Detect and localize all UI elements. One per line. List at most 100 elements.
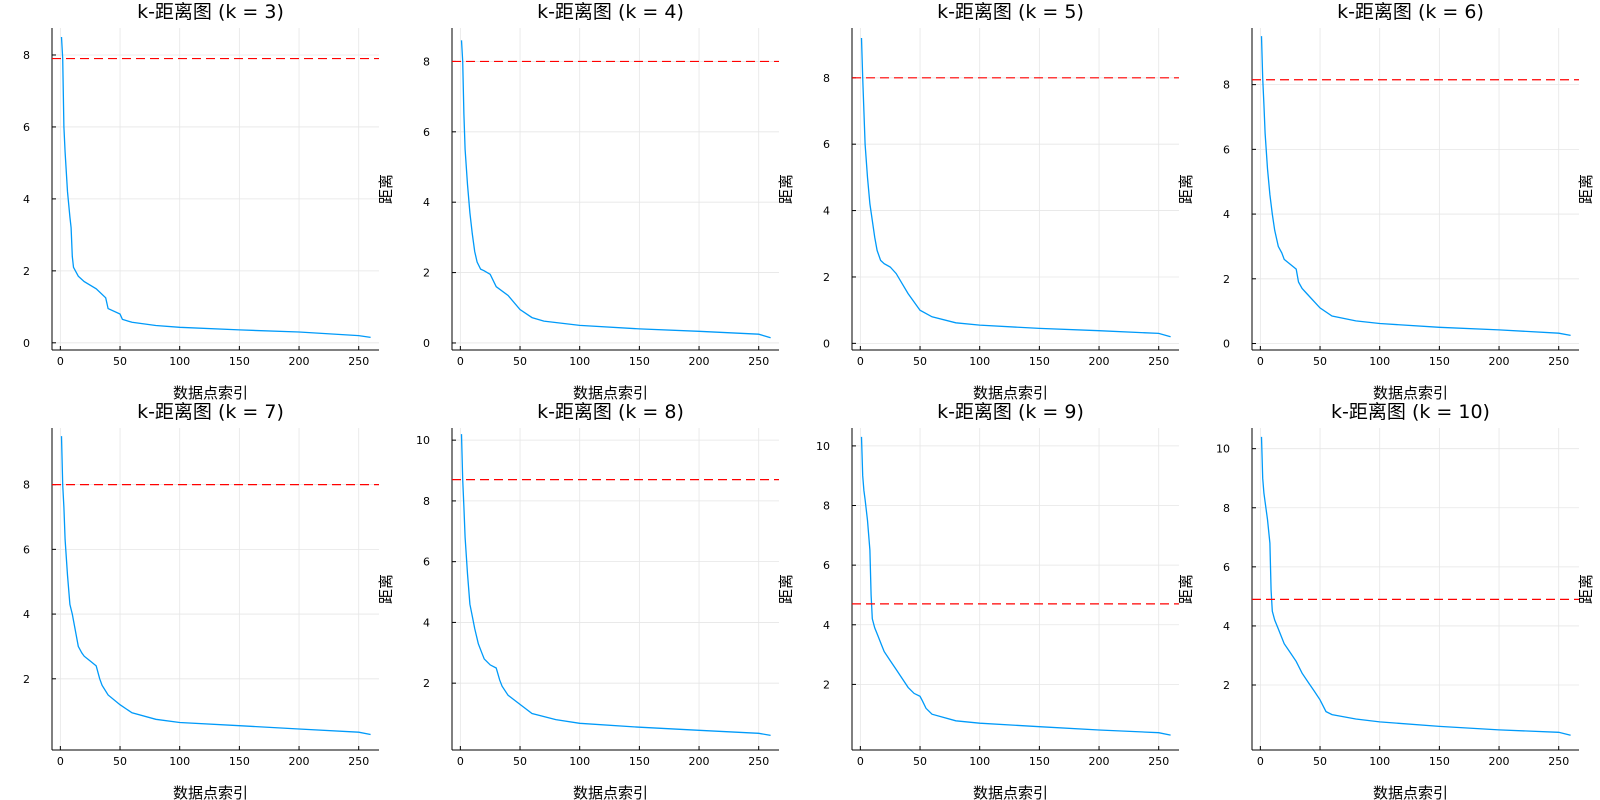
y-tick-label: 0	[1223, 338, 1230, 351]
y-tick-label: 2	[823, 271, 830, 284]
x-tick-label: 100	[969, 355, 990, 368]
chart-title: k-距离图 (k = 4)	[537, 1, 684, 23]
x-tick-label: 50	[113, 355, 127, 368]
subplot-2: 0 50 100 150 200 250 0 2 4 6 8 k-距离图 (k = 4) 数据点索引 距离	[402, 0, 802, 402]
x-tick-label: 50	[513, 355, 527, 368]
x-tick-label: 200	[689, 755, 710, 768]
x-tick-label: 0	[457, 355, 464, 368]
x-tick-label: 150	[229, 355, 250, 368]
y-tick-label: 10	[816, 440, 830, 453]
chart-svg: 0 50 100 150 200 250 0 2 4 6 8 k-距离图 (k = 4) 数据点索引 距离	[423, 1, 795, 402]
x-tick-label: 0	[857, 755, 864, 768]
y-tick-label: 4	[423, 616, 430, 629]
y-tick-label: 6	[423, 556, 430, 569]
x-axis-label: 数据点索引	[573, 784, 648, 800]
chart-title: k-距离图 (k = 3)	[137, 1, 284, 23]
y-tick-label: 2	[1223, 679, 1230, 692]
x-tick-label: 250	[1148, 355, 1169, 368]
y-tick-label: 4	[823, 619, 830, 632]
x-tick-label: 100	[969, 755, 990, 768]
chart-svg: 0 50 100 150 200 250 0 2 4 6 8 k-距离图 (k = 3) 数据点索引 距离	[23, 1, 395, 402]
y-tick-label: 4	[423, 196, 430, 209]
x-tick-label: 250	[1148, 755, 1169, 768]
subplot-7: 0 50 100 150 200 250 2 4 6 8 10 k-距离图 (k = 9) 数据点索引 距…	[802, 400, 1202, 800]
y-tick-label: 6	[1223, 561, 1230, 574]
x-axis-label: 数据点索引	[1373, 384, 1448, 402]
y-tick-label: 2	[23, 673, 30, 686]
x-tick-label: 250	[1548, 755, 1569, 768]
y-axis-label: 距离	[777, 174, 795, 204]
x-tick-label: 100	[569, 755, 590, 768]
y-tick-label: 8	[423, 55, 430, 68]
y-tick-label: 6	[823, 138, 830, 151]
y-axis-label: 距离	[377, 574, 395, 604]
x-tick-label: 100	[569, 355, 590, 368]
x-tick-label: 150	[1029, 355, 1050, 368]
x-tick-label: 250	[1548, 355, 1569, 368]
x-axis-label: 数据点索引	[173, 784, 248, 800]
x-tick-label: 200	[1489, 755, 1510, 768]
x-tick-label: 150	[1429, 355, 1450, 368]
y-tick-label: 10	[1216, 443, 1230, 456]
subplot-4: 0 50 100 150 200 250 0 2 4 6 8 k-距离图 (k = 6) 数据点索引 距离	[1202, 0, 1600, 402]
y-tick-label: 8	[1223, 502, 1230, 515]
y-tick-label: 8	[23, 479, 30, 492]
x-tick-label: 100	[1369, 355, 1390, 368]
chart-title: k-距离图 (k = 10)	[1331, 401, 1490, 423]
y-tick-label: 2	[1223, 273, 1230, 286]
x-tick-label: 50	[513, 755, 527, 768]
y-tick-label: 6	[23, 543, 30, 556]
x-tick-label: 0	[57, 755, 64, 768]
y-tick-label: 2	[823, 678, 830, 691]
y-tick-label: 0	[823, 337, 830, 350]
y-axis-label: 距离	[777, 574, 795, 604]
x-tick-label: 50	[1313, 355, 1327, 368]
y-tick-label: 4	[23, 608, 30, 621]
y-axis-label: 距离	[1577, 174, 1595, 204]
x-tick-label: 100	[169, 755, 190, 768]
x-tick-label: 100	[1369, 755, 1390, 768]
y-tick-label: 6	[823, 559, 830, 572]
k-distance-line	[460, 434, 771, 737]
x-tick-label: 250	[748, 755, 769, 768]
x-tick-label: 100	[169, 355, 190, 368]
subplot-1: 0 50 100 150 200 250 0 2 4 6 8 k-距离图 (k = 3) 数据点索引 距离	[2, 0, 402, 402]
x-tick-label: 50	[913, 755, 927, 768]
k-distance-line	[460, 40, 771, 339]
k-distance-line	[60, 36, 371, 339]
y-axis-label: 距离	[1177, 174, 1195, 204]
chart-title: k-距离图 (k = 7)	[137, 401, 284, 423]
x-tick-label: 200	[1089, 355, 1110, 368]
k-distance-line	[1260, 36, 1571, 337]
x-tick-label: 200	[689, 355, 710, 368]
k-distance-line	[860, 436, 1171, 736]
x-axis-label: 数据点索引	[1373, 784, 1448, 800]
y-tick-label: 6	[1223, 143, 1230, 156]
k-distance-line	[860, 37, 1171, 338]
y-tick-label: 4	[23, 193, 30, 206]
x-tick-label: 150	[629, 355, 650, 368]
subplot-6: 0 50 100 150 200 250 2 4 6 8 10 k-距离图 (k = 8) 数据点索引 距…	[402, 400, 802, 800]
y-tick-label: 4	[1223, 208, 1230, 221]
y-tick-label: 8	[423, 495, 430, 508]
y-tick-label: 4	[823, 205, 830, 218]
x-tick-label: 200	[289, 755, 310, 768]
chart-title: k-距离图 (k = 9)	[937, 401, 1084, 423]
y-tick-label: 0	[23, 337, 30, 350]
chart-title: k-距离图 (k = 6)	[1337, 1, 1484, 23]
subplot-3: 0 50 100 150 200 250 0 2 4 6 8 k-距离图 (k = 5) 数据点索引 距离	[802, 0, 1202, 402]
x-tick-label: 150	[229, 755, 250, 768]
chart-svg: 0 50 100 150 200 250 0 2 4 6 8 k-距离图 (k = 6) 数据点索引 距离	[1223, 1, 1595, 402]
x-tick-label: 150	[629, 755, 650, 768]
y-tick-label: 8	[23, 49, 30, 62]
y-tick-label: 8	[823, 72, 830, 85]
x-tick-label: 0	[57, 355, 64, 368]
x-tick-label: 250	[348, 755, 369, 768]
y-tick-label: 8	[1223, 79, 1230, 92]
x-axis-label: 数据点索引	[973, 384, 1048, 402]
y-tick-label: 6	[423, 126, 430, 139]
y-tick-label: 2	[423, 267, 430, 280]
x-tick-label: 250	[748, 355, 769, 368]
x-tick-label: 200	[1089, 755, 1110, 768]
y-tick-label: 2	[423, 677, 430, 690]
